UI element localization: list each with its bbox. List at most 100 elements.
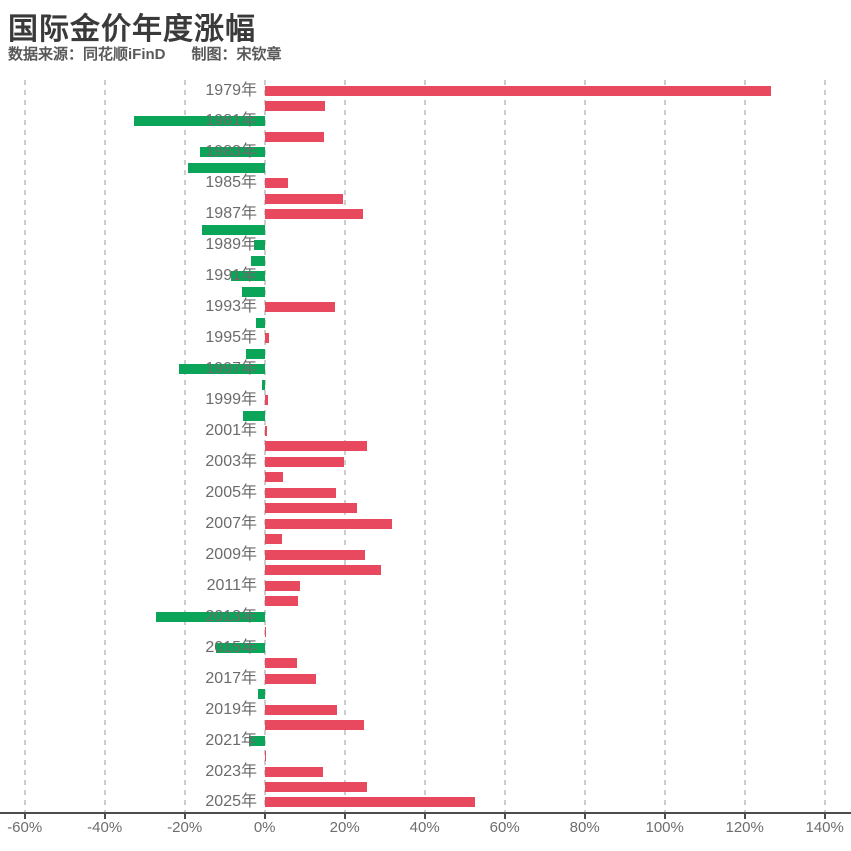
bar-positive — [264, 627, 267, 638]
x-axis-tick-label: 140% — [805, 819, 844, 836]
bar-positive — [264, 395, 269, 406]
bar-positive — [264, 580, 301, 591]
bar-positive — [264, 302, 336, 313]
bar-negative — [242, 410, 265, 421]
bar-negative — [255, 317, 265, 328]
gridline — [103, 80, 106, 812]
x-axis-tick — [823, 812, 826, 819]
bar-negative — [201, 224, 265, 235]
x-axis-tick — [743, 812, 746, 819]
gridline — [423, 80, 426, 812]
bar-negative — [187, 162, 265, 173]
bar-positive — [264, 100, 326, 111]
bar-positive — [264, 131, 325, 142]
bar-positive — [264, 720, 364, 731]
bar-positive — [264, 456, 345, 467]
x-axis-tick — [663, 812, 666, 819]
year-label: 1993年 — [205, 298, 257, 316]
year-label: 1995年 — [205, 329, 257, 347]
bar-negative — [199, 147, 265, 158]
year-label: 2017年 — [205, 669, 257, 687]
author-label: 制图：宋钦章 — [191, 46, 282, 63]
bar-positive — [264, 209, 363, 220]
x-axis-tick-label: -60% — [7, 819, 43, 836]
gridline — [583, 80, 586, 812]
gridline — [23, 80, 26, 812]
x-axis-tick-label: -40% — [87, 819, 123, 836]
x-axis-tick — [583, 812, 586, 819]
year-label: 2013年 — [205, 607, 257, 625]
x-axis-tick-label: -20% — [167, 819, 203, 836]
bar-positive — [264, 782, 367, 792]
year-label: 2021年 — [205, 731, 257, 749]
year-label: 2011年 — [206, 576, 257, 594]
gridline — [823, 80, 826, 812]
year-label: 2025年 — [205, 793, 257, 811]
year-label: 1989年 — [205, 236, 257, 254]
year-label: 2007年 — [205, 514, 257, 532]
bar-positive — [264, 704, 338, 715]
x-axis-tick — [183, 812, 186, 819]
bar-positive — [264, 534, 282, 545]
year-label: 1987年 — [205, 205, 257, 223]
bar-positive — [264, 178, 288, 189]
chart-subtitle: 数据来源：同花顺iFinD 制图：宋钦章 — [8, 43, 282, 64]
bar-negative — [241, 286, 265, 297]
x-axis-tick — [503, 812, 506, 819]
x-axis-tick — [343, 812, 346, 819]
bar-positive — [264, 766, 324, 777]
bar-negative — [230, 271, 265, 282]
data-source-label: 数据来源：同花顺iFinD — [8, 46, 166, 63]
x-axis-tick-label: 120% — [725, 819, 764, 836]
year-label: 1999年 — [205, 391, 257, 409]
x-axis-tick-label: 20% — [329, 819, 360, 836]
bar-positive — [264, 673, 316, 684]
x-axis-tick — [263, 812, 266, 819]
year-label: 1983年 — [205, 143, 257, 161]
year-label: 2015年 — [205, 638, 257, 656]
bar-negative — [155, 611, 265, 622]
year-label: 1985年 — [205, 174, 257, 192]
year-label: 1991年 — [205, 267, 257, 285]
bar-positive — [264, 426, 268, 437]
bar-positive — [264, 472, 284, 483]
bar-positive — [264, 487, 336, 498]
bar-positive — [264, 596, 298, 607]
bar-positive — [264, 565, 382, 576]
bar-positive — [264, 549, 365, 560]
year-label: 2009年 — [205, 545, 257, 563]
bar-negative — [250, 255, 265, 266]
bar-positive — [264, 441, 368, 452]
x-axis-tick — [423, 812, 426, 819]
chart-title: 国际金价年度涨幅 — [8, 13, 256, 46]
x-axis-tick-label: 0% — [253, 819, 276, 836]
bar-positive — [264, 193, 343, 204]
year-label: 2019年 — [205, 700, 257, 718]
bar-positive — [264, 333, 269, 344]
x-axis-tick-label: 100% — [645, 819, 684, 836]
x-axis-tick-label: 60% — [489, 819, 520, 836]
x-axis-tick — [23, 812, 26, 819]
bar-negative — [179, 364, 265, 375]
year-label: 2001年 — [205, 422, 257, 440]
bar-positive — [264, 85, 771, 96]
bar-positive — [264, 658, 298, 669]
bar-negative — [246, 348, 265, 359]
bar-positive — [264, 797, 476, 808]
bar-negative — [134, 116, 265, 127]
bar-negative — [258, 689, 265, 700]
bar-negative — [216, 642, 265, 653]
bar-negative — [253, 240, 265, 251]
bar-positive — [264, 518, 393, 529]
year-label: 1997年 — [205, 360, 257, 378]
gridline — [743, 80, 746, 812]
x-axis-tick-label: 40% — [409, 819, 440, 836]
gridline — [183, 80, 186, 812]
x-axis-tick-label: 80% — [569, 819, 600, 836]
year-label: 2023年 — [205, 762, 257, 780]
bar-positive — [264, 751, 267, 762]
gridline — [663, 80, 666, 812]
year-label: 1981年 — [205, 112, 257, 130]
